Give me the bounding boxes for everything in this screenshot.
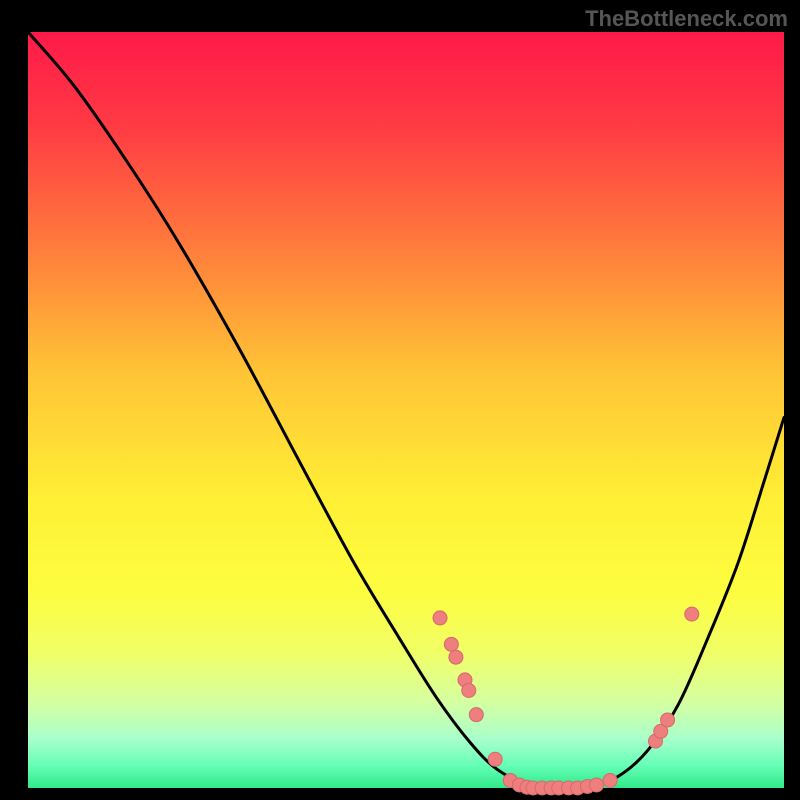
data-point bbox=[433, 611, 447, 625]
data-point bbox=[449, 650, 463, 664]
data-point bbox=[590, 778, 604, 792]
data-point bbox=[444, 637, 458, 651]
data-point bbox=[685, 607, 699, 621]
chart-container: TheBottleneck.com bbox=[0, 0, 800, 800]
data-point bbox=[603, 773, 617, 787]
bottleneck-chart bbox=[0, 0, 800, 800]
data-point bbox=[488, 752, 502, 766]
data-point bbox=[661, 713, 675, 727]
plot-background bbox=[28, 32, 784, 788]
data-point bbox=[469, 708, 483, 722]
data-point bbox=[462, 683, 476, 697]
